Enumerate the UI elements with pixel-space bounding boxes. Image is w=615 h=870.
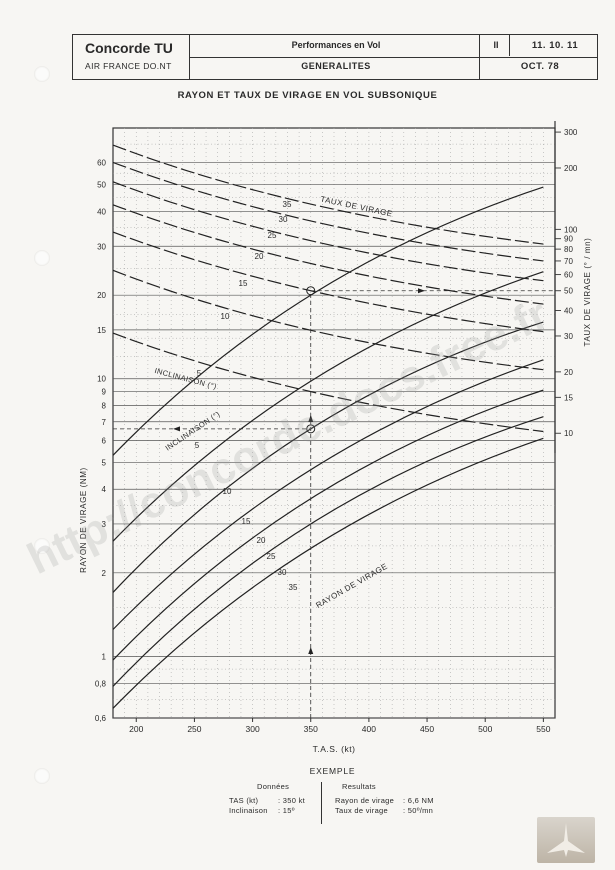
result-value: : 50º/mn [403,806,434,815]
y-tick-label-left: 0,6 [95,714,107,723]
y-tick-label-left: 8 [102,402,107,411]
y-tick-label-left: 50 [97,181,106,190]
x-tick-label: 350 [304,724,318,734]
turn-radius-series-label: 15 [242,517,251,526]
example-title: EXEMPLE [309,766,356,776]
y-tick-label-right: 40 [564,306,573,315]
y-tick-label-right: 15 [564,393,573,402]
y-tick-label-right: 30 [564,332,573,341]
binder-hole [34,66,50,82]
result-label: Rayon de virage [335,796,395,805]
turn-rate-series-label: 25 [268,231,277,240]
turn-rate-line [112,161,544,262]
turn-radius-line [112,416,544,687]
y-tick-label-left: 30 [97,242,106,251]
turn-radius-series-label: 5 [195,441,200,450]
inputs-header: Données [257,782,290,791]
turn-radius-series-label: 30 [278,568,287,577]
input-label: Inclinaison [229,806,268,815]
y-tick-label-right: 50 [564,287,573,296]
y-tick-label-right: 100 [564,225,578,234]
example-arrowhead [418,288,425,294]
y-tick-label-right: 10 [564,429,573,438]
y-tick-label-right: 200 [564,164,578,173]
turn-rate-series-label: 5 [197,369,202,378]
y-axis-label-left: RAYON DE VIRAGE (NM) [79,467,88,573]
y-tick-label-left: 4 [102,485,107,494]
y-tick-label-right: 300 [564,128,578,137]
page-reference: 11. 10. 11 [531,40,579,51]
turn-radius-series-label: 20 [257,536,266,545]
example-arrowhead [173,426,180,432]
turn-rate-line [112,231,544,333]
example-arrowhead [308,647,314,654]
input-value: : 350 kt [278,796,305,805]
y-tick-label-left: 7 [102,418,107,427]
y-axis-label-right: TAUX DE VIRAGE (° / mn) [583,238,592,347]
y-tick-label-left: 3 [102,520,107,529]
turn-radius-series-label: 35 [289,583,298,592]
turn-rate-line [112,332,544,433]
turn-rate-series-label: 15 [239,279,248,288]
turn-rate-line [112,181,544,282]
x-tick-label: 500 [478,724,492,734]
y-tick-label-left: 6 [102,436,107,445]
example-divider [321,782,322,824]
binder-hole [34,250,50,266]
turn-rate-line [112,144,544,245]
y-tick-label-left: 1 [102,652,107,661]
brand-title: Concorde TU [85,40,173,56]
y-tick-label-right: 20 [564,368,573,377]
section-subtitle: GENERALITES [301,61,371,71]
revision-date: OCT. 78 [520,61,560,72]
annotation-taux-de-virage: TAUX DE VIRAGE [320,195,394,219]
chart-title: RAYON ET TAUX DE VIRAGE EN VOL SUBSONIQU… [177,90,438,101]
binder-hole [34,538,50,554]
brand-subtitle: AIR FRANCE DO.NT [85,61,172,71]
y-tick-label-left: 10 [97,375,106,384]
document-header: Concorde TU AIR FRANCE DO.NT Performance… [72,34,598,80]
result-value: : 6,6 NM [403,796,434,805]
y-tick-label-left: 15 [97,326,106,335]
x-tick-label: 300 [245,724,259,734]
annotation-rayon-de-virage: RAYON DE VIRAGE [314,562,389,610]
turn-radius-series-label: 25 [267,552,276,561]
x-tick-label: 250 [187,724,201,734]
y-tick-label-left: 2 [102,569,107,578]
input-label: TAS (kt) [229,796,259,805]
y-tick-label-right: 60 [564,271,573,280]
y-tick-label-left: 40 [97,208,106,217]
y-tick-label-right: 70 [564,257,573,266]
x-tick-label: 550 [536,724,550,734]
y-tick-label-left: 60 [97,159,106,168]
section-title: Performances en Vol [291,40,381,50]
y-tick-label-left: 20 [97,291,106,300]
x-tick-label: 200 [129,724,143,734]
turn-rate-series-label: 20 [255,252,264,261]
result-label: Taux de virage [335,806,388,815]
x-tick-label: 400 [362,724,376,734]
concorde-logo [537,817,595,863]
binder-hole [34,768,50,784]
y-tick-label-right: 80 [564,245,573,254]
input-value: : 15º [278,806,295,815]
turn-rate-line [112,204,544,305]
y-tick-label-left: 9 [102,387,107,396]
turn-rate-series-label: 35 [283,200,292,209]
turn-radius-series-label: 10 [223,487,232,496]
example-point-rate [306,286,316,296]
example-point-radius [306,424,316,434]
turn-rate-series-label: 10 [221,312,230,321]
x-tick-label: 450 [420,724,434,734]
volume-number: II [493,40,499,50]
y-tick-label-left: 0,8 [95,679,107,688]
y-tick-label-right: 90 [564,235,573,244]
turn-rate-series-label: 30 [279,215,288,224]
results-header: Resultats [342,782,376,791]
y-tick-label-left: 5 [102,458,107,467]
example-arrowhead [308,415,314,422]
x-axis-label: T.A.S. (kt) [313,744,356,754]
